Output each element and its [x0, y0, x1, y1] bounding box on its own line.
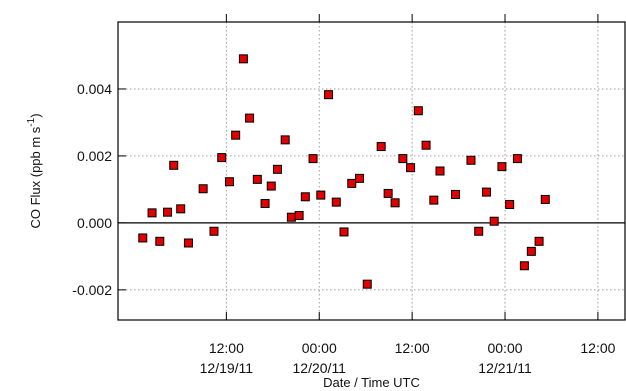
data-point	[280, 135, 290, 145]
x-tick-time-label: 12:00	[395, 340, 430, 356]
data-point	[286, 212, 296, 222]
y-tick-label: 0.002	[77, 148, 112, 164]
data-point	[260, 198, 270, 208]
plot-frame	[117, 21, 626, 321]
data-point	[526, 246, 536, 256]
y-tick-label: -0.002	[72, 282, 112, 298]
data-point	[347, 178, 357, 188]
x-tick-time-label: 00:00	[302, 340, 337, 356]
data-point	[534, 236, 544, 246]
data-point	[331, 197, 341, 207]
x-tick-time-label: 00:00	[487, 340, 522, 356]
y-axis-label-tail: )	[28, 113, 43, 117]
data-point	[324, 90, 334, 100]
data-point	[266, 181, 276, 191]
data-point	[147, 208, 157, 218]
data-point	[217, 153, 227, 163]
y-axis-label-superscript: -1	[26, 117, 37, 126]
y-tick-label: 0.000	[77, 215, 112, 231]
data-point	[519, 261, 529, 271]
x-tick-date-label: 12/20/11	[293, 360, 347, 376]
data-point	[355, 173, 365, 183]
data-point	[294, 211, 304, 221]
data-point	[362, 279, 372, 289]
data-point	[489, 216, 499, 226]
data-point	[435, 166, 445, 176]
data-point	[198, 184, 208, 194]
data-point	[512, 154, 522, 164]
data-points	[138, 54, 550, 289]
data-point	[183, 238, 193, 248]
data-point	[481, 187, 491, 197]
data-point	[339, 227, 349, 237]
data-point	[390, 198, 400, 208]
data-point	[231, 130, 241, 140]
data-point	[272, 164, 282, 174]
data-point	[466, 155, 476, 165]
data-point	[176, 204, 186, 214]
y-axis-label-main: CO Flux (ppb m s	[28, 126, 43, 228]
data-point	[383, 188, 393, 198]
data-point	[413, 106, 423, 116]
x-tick-time-label: 12:00	[580, 340, 615, 356]
data-point	[474, 226, 484, 236]
y-tick-label: 0.004	[77, 81, 112, 97]
data-point	[252, 174, 262, 184]
x-tick-date-label: 12/19/11	[200, 360, 254, 376]
data-point	[308, 154, 318, 164]
data-point	[300, 192, 310, 202]
data-point	[169, 160, 179, 170]
data-point	[155, 236, 165, 246]
data-point	[163, 207, 173, 217]
axis-ticks: -0.002 0.000 0.002 0.004 12:00 12/19/11 00:00 1…	[72, 14, 616, 376]
data-point	[505, 199, 515, 209]
data-point	[245, 113, 255, 123]
x-axis-label: Date / Time UTC	[323, 375, 420, 390]
x-tick-time-label: 12:00	[209, 340, 244, 356]
data-point	[429, 195, 439, 205]
data-point	[238, 54, 248, 64]
data-point	[376, 142, 386, 152]
data-point	[138, 233, 148, 243]
data-point	[209, 226, 219, 236]
y-axis-label: CO Flux (ppb m s-1)	[26, 113, 43, 228]
x-tick-date-label: 12/21/11	[478, 360, 532, 376]
data-point	[421, 140, 431, 150]
data-point	[224, 177, 234, 187]
data-point	[540, 194, 550, 204]
data-point	[398, 154, 408, 164]
data-point	[406, 163, 416, 173]
data-point	[450, 189, 460, 199]
data-point	[497, 162, 507, 172]
data-point	[316, 190, 326, 200]
